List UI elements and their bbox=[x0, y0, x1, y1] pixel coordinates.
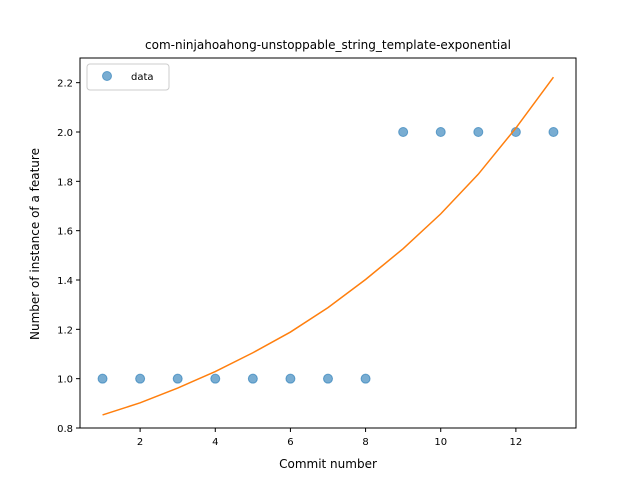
x-tick-label: 2 bbox=[137, 437, 143, 448]
data-point bbox=[398, 127, 409, 137]
x-tick-label: 6 bbox=[287, 437, 293, 448]
y-axis-ticks: 0.8 1.0 1.2 1.4 1.6 1.8 2.0 2.2 bbox=[57, 79, 80, 435]
y-tick-label: 1.2 bbox=[57, 325, 73, 336]
y-tick-label: 1.0 bbox=[57, 375, 73, 386]
fit-curve-line bbox=[102, 76, 555, 416]
data-point bbox=[135, 373, 146, 384]
data-point bbox=[548, 127, 559, 137]
chart-title: com-ninjahoahong-unstoppable_string_temp… bbox=[145, 38, 511, 52]
y-tick-label: 1.8 bbox=[57, 177, 73, 188]
data-point bbox=[97, 373, 108, 384]
x-axis-ticks: 2 4 6 8 10 12 bbox=[137, 428, 522, 448]
data-point bbox=[473, 127, 484, 137]
x-tick-label: 10 bbox=[434, 437, 447, 448]
y-tick-label: 2.2 bbox=[57, 79, 73, 90]
legend: data bbox=[86, 63, 170, 91]
x-tick-label: 4 bbox=[212, 437, 218, 448]
data-point bbox=[435, 127, 446, 137]
data-point bbox=[172, 373, 183, 384]
plot-area bbox=[97, 76, 559, 416]
legend-label-data: data bbox=[131, 72, 154, 83]
legend-frame bbox=[86, 63, 170, 91]
axes-frame bbox=[79, 57, 577, 429]
data-point bbox=[210, 373, 221, 384]
data-point bbox=[323, 373, 333, 384]
y-tick-label: 2.0 bbox=[57, 128, 73, 139]
y-tick-label: 1.4 bbox=[57, 276, 73, 287]
legend-marker-data bbox=[102, 71, 112, 81]
x-tick-label: 12 bbox=[510, 437, 523, 448]
y-axis-label: Number of instance of a feature bbox=[28, 148, 42, 340]
data-point bbox=[360, 373, 371, 384]
data-point bbox=[285, 373, 296, 384]
x-tick-label: 8 bbox=[362, 437, 368, 448]
data-point bbox=[247, 373, 258, 384]
x-axis-label: Commit number bbox=[279, 457, 377, 471]
y-tick-label: 1.6 bbox=[57, 227, 73, 238]
y-tick-label: 0.8 bbox=[57, 424, 73, 435]
